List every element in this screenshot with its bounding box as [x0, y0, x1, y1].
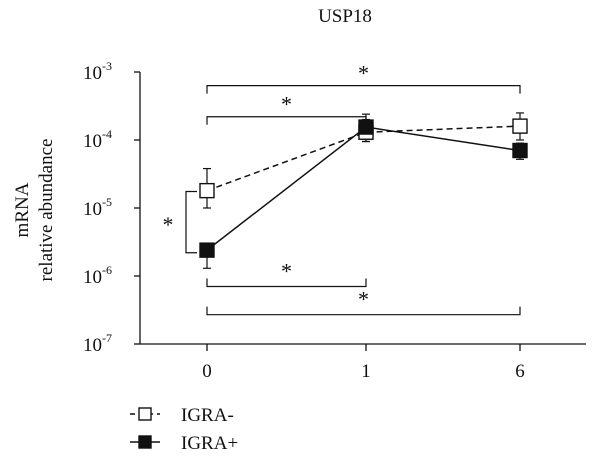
y-tick-label-3: 10-6	[83, 263, 112, 288]
significance-bracket-4	[185, 190, 197, 254]
x-ticks: 0 1 6	[202, 344, 525, 382]
legend-marker-IGRA-	[138, 407, 152, 421]
x-tick-label-6: 6	[515, 361, 525, 382]
y-tick-label-2: 10-5	[83, 195, 112, 220]
significance-star-4: *	[163, 212, 174, 237]
y-tick-exponent-3: -6	[102, 263, 112, 277]
series-IGRA+-point-1	[358, 119, 374, 135]
significance-star-0: *	[358, 61, 369, 86]
significance-bracket-3	[206, 306, 521, 316]
series-IGRA+-point-6	[512, 142, 528, 159]
y-axis-label-line-1: mRNA	[12, 182, 33, 237]
legend-label-IGRA+: IGRA+	[181, 433, 238, 454]
y-axis-label: mRNA relative abundance	[12, 139, 57, 282]
significance-bracket-0	[206, 85, 521, 94]
y-tick-exponent-1: -4	[102, 127, 112, 141]
significance-bracket-1	[206, 116, 367, 125]
series-IGRA+-point-0	[199, 242, 215, 258]
y-tick-exponent-4: -7	[102, 331, 112, 345]
y-tick-exponent-2: -5	[102, 195, 112, 209]
legend-label-IGRA-: IGRA-	[181, 405, 234, 426]
chart-title: USP18	[318, 6, 372, 27]
legend-marker-IGRA+	[138, 435, 152, 449]
series-IGRA--point-0	[199, 182, 215, 199]
y-ticks: 10-3 10-4 10-5 10-6 10-7	[83, 59, 140, 356]
y-tick-label-1: 10-4	[83, 127, 112, 152]
x-tick-label-0: 0	[202, 361, 212, 382]
series-IGRA+-line	[206, 126, 521, 251]
significance-star-2: *	[281, 259, 292, 284]
x-tick-label-1: 1	[361, 361, 371, 382]
significance-bracket-2	[206, 278, 367, 288]
series-IGRA--line	[206, 125, 521, 192]
series-layer	[199, 112, 528, 269]
series-IGRA--point-6	[512, 118, 528, 134]
significance-star-3: *	[358, 287, 369, 312]
y-tick-exponent-0: -3	[102, 59, 112, 73]
y-axis-label-line-2: relative abundance	[36, 139, 57, 282]
legend: IGRA- IGRA+	[130, 405, 238, 454]
significance-star-1: *	[281, 92, 292, 117]
significance-brackets: * * * * *	[163, 61, 521, 316]
y-tick-label-0: 10-3	[83, 59, 112, 84]
y-tick-label-4: 10-7	[83, 331, 112, 356]
